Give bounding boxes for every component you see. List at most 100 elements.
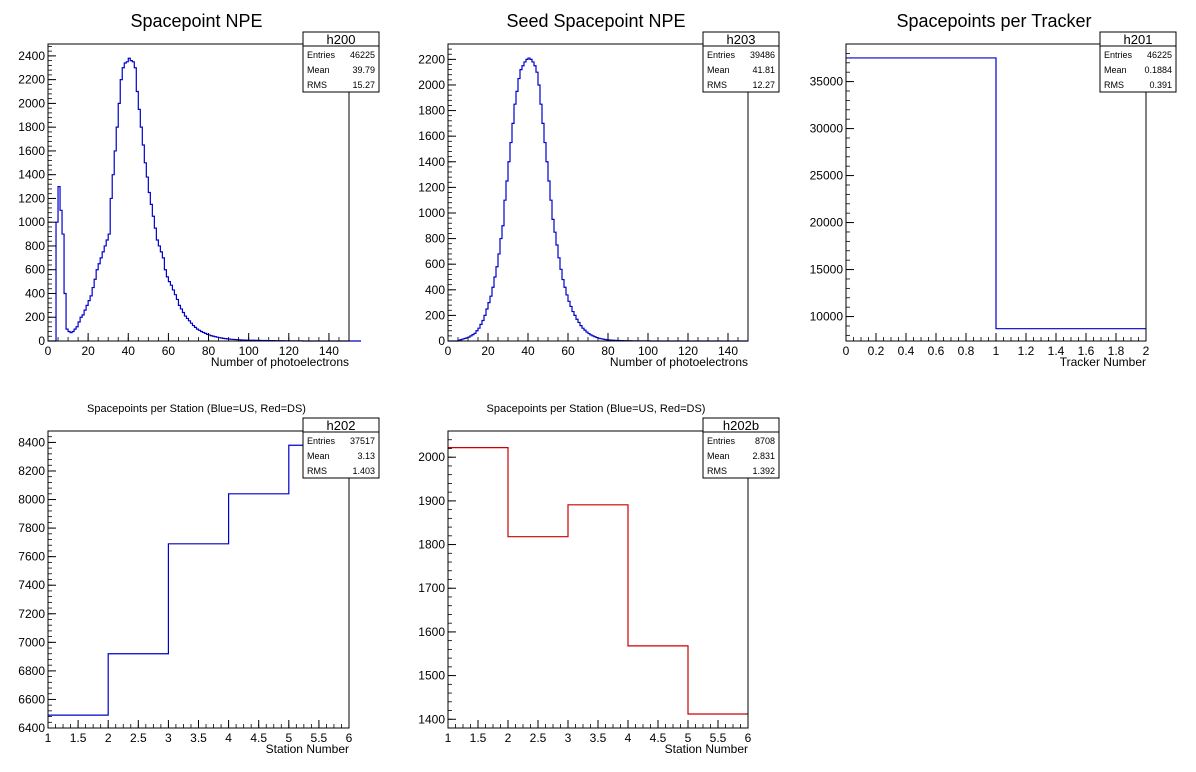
stats-value-mean: 41.81	[752, 65, 775, 75]
y-tick-label: 2000	[418, 450, 445, 464]
y-tick-label: 7600	[18, 550, 45, 564]
chart-title: Spacepoints per Station (Blue=US, Red=DS…	[487, 403, 706, 415]
y-tick-label: 6800	[18, 664, 45, 678]
x-tick-label: 3.5	[590, 731, 607, 745]
y-tick-label: 7200	[18, 607, 45, 621]
y-tick-label: 2200	[418, 52, 445, 66]
y-tick-label: 1800	[418, 538, 445, 552]
y-tick-label: 2000	[18, 96, 45, 110]
x-axis-label: Station Number	[665, 742, 748, 756]
y-tick-label: 0	[438, 334, 445, 348]
stats-value-rms: 1.403	[352, 466, 375, 476]
y-tick-label: 1500	[418, 669, 445, 683]
stats-label-rms: RMS	[307, 80, 327, 90]
stats-value-mean: 39.79	[352, 65, 375, 75]
stats-value-mean: 0.1884	[1144, 65, 1172, 75]
y-tick-label: 8000	[18, 493, 45, 507]
x-axis-label: Number of photoelectrons	[211, 355, 349, 369]
stats-box: h201 Entries 46225 Mean 0.1884 RMS 0.391	[1099, 31, 1177, 93]
histogram-series	[48, 444, 349, 716]
y-tick-label: 1400	[418, 155, 445, 169]
x-tick-label: 2	[1143, 344, 1150, 358]
y-tick-label: 2200	[18, 73, 45, 87]
y-tick-label: 1800	[18, 120, 45, 134]
stats-value-rms: 1.392	[752, 466, 775, 476]
x-tick-label: 1.2	[1018, 344, 1035, 358]
histogram-panel-stationDS: Spacepoints per Station (Blue=US, Red=DS…	[418, 403, 780, 756]
histogram-panel-tracker: Spacepoints per Tracker 0 0.2 0.4 0.6 0.8 1 1.2…	[810, 11, 1177, 369]
y-tick-label: 200	[25, 310, 45, 324]
stats-label-rms: RMS	[707, 466, 727, 476]
x-tick-label: 60	[561, 344, 575, 358]
x-tick-label: 0.8	[958, 344, 975, 358]
x-tick-label: 120	[279, 344, 299, 358]
stats-label-entries: Entries	[1104, 50, 1133, 60]
x-tick-label: 100	[638, 344, 658, 358]
x-tick-label: 5	[285, 731, 292, 745]
y-tick-label: 1200	[418, 180, 445, 194]
stats-label-mean: Mean	[707, 451, 730, 461]
x-tick-label: 5	[685, 731, 692, 745]
x-tick-label: 0	[45, 344, 52, 358]
x-tick-label: 6	[745, 731, 752, 745]
chart-title: Spacepoint NPE	[130, 11, 262, 31]
y-tick-label: 35000	[810, 75, 844, 89]
stats-value-entries: 39486	[750, 50, 775, 60]
x-axis-label: Number of photoelectrons	[610, 355, 748, 369]
x-tick-label: 100	[239, 344, 259, 358]
y-tick-label: 1600	[418, 129, 445, 143]
y-tick-label: 20000	[810, 216, 844, 230]
x-tick-label: 0.2	[868, 344, 885, 358]
y-tick-label: 0	[38, 334, 45, 348]
y-tick-label: 7000	[18, 635, 45, 649]
stats-name: h200	[327, 32, 356, 47]
stats-name: h202b	[723, 418, 759, 433]
x-tick-label: 2.5	[130, 731, 147, 745]
y-tick-label: 800	[25, 239, 45, 253]
x-tick-label: 4	[225, 731, 232, 745]
stats-label-mean: Mean	[307, 65, 330, 75]
y-tick-label: 1400	[418, 712, 445, 726]
y-tick-label: 8200	[18, 464, 45, 478]
y-tick-label: 8400	[18, 435, 45, 449]
y-tick-label: 7400	[18, 578, 45, 592]
stats-box: h202b Entries 8708 Mean 2.831 RMS 1.392	[702, 417, 780, 479]
y-tick-label: 1000	[18, 215, 45, 229]
y-tick-label: 1700	[418, 581, 445, 595]
stats-label-entries: Entries	[307, 50, 336, 60]
histogram-panel-stationUS: Spacepoints per Station (Blue=US, Red=DS…	[18, 403, 380, 756]
y-tick-label: 1200	[18, 191, 45, 205]
stats-value-entries: 46225	[1147, 50, 1172, 60]
y-tick-label: 25000	[810, 169, 844, 183]
x-tick-label: 1	[445, 731, 452, 745]
stats-value-rms: 12.27	[752, 80, 775, 90]
x-tick-label: 60	[162, 344, 176, 358]
stats-name: h203	[727, 32, 756, 47]
stats-label-entries: Entries	[307, 436, 336, 446]
stats-label-rms: RMS	[1104, 80, 1124, 90]
y-tick-label: 600	[425, 257, 445, 271]
y-tick-label: 800	[425, 232, 445, 246]
x-tick-label: 4.5	[250, 731, 267, 745]
y-tick-label: 6600	[18, 692, 45, 706]
x-tick-label: 1	[45, 731, 52, 745]
x-tick-label: 3	[165, 731, 172, 745]
histogram-series	[48, 57, 362, 342]
x-tick-label: 4.5	[650, 731, 667, 745]
y-tick-label: 15000	[810, 263, 844, 277]
y-tick-label: 1600	[18, 144, 45, 158]
y-tick-label: 2400	[18, 49, 45, 63]
x-tick-label: 2	[505, 731, 512, 745]
stats-label-mean: Mean	[707, 65, 730, 75]
y-tick-label: 400	[425, 283, 445, 297]
x-tick-label: 6	[346, 731, 353, 745]
stats-value-entries: 8708	[755, 436, 775, 446]
stats-label-rms: RMS	[707, 80, 727, 90]
x-tick-label: 4	[625, 731, 632, 745]
x-tick-label: 1.6	[1078, 344, 1095, 358]
chart-title: Seed Spacepoint NPE	[506, 11, 685, 31]
stats-value-mean: 2.831	[752, 451, 775, 461]
